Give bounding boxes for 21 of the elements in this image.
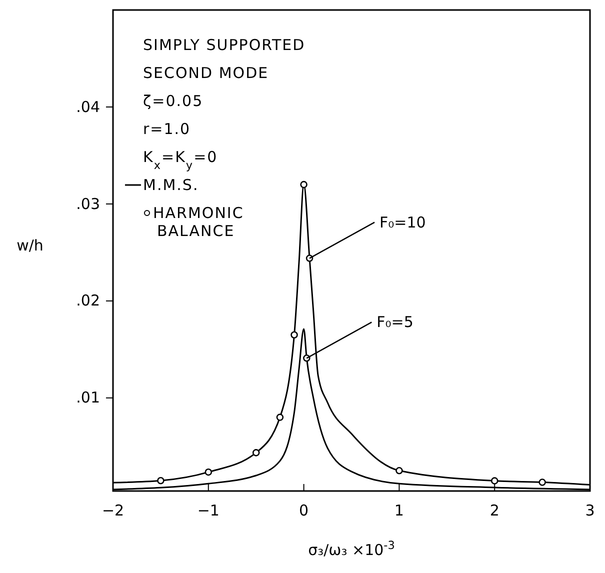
y-axis-title: w/h [16, 236, 44, 254]
annotation: SIMPLY SUPPORTED [143, 36, 306, 54]
x-tick-label: 1 [394, 502, 404, 520]
y-tick-label: .03 [76, 194, 100, 213]
x-tick-label: 3 [585, 502, 595, 520]
annotation: SECOND MODE [143, 64, 269, 82]
legend-label: M.M.S. [143, 176, 199, 194]
y-tick-label: .04 [76, 98, 100, 116]
x-tick-label: −2 [102, 502, 124, 520]
y-tick-label: .02 [76, 292, 100, 310]
annotation: F₀=5 [376, 313, 414, 332]
x-axis-title: σ₃/ω₃ ×10$^{-3}$ [308, 538, 395, 559]
legend-label: HARMONIC BALANCE [153, 204, 244, 240]
annotation: F₀=10 [380, 213, 426, 232]
annotation: K$_{x}$=K$_{y}$=0 [143, 148, 218, 172]
annotation: r=1.0 [143, 120, 191, 138]
y-tick-label: .01 [76, 388, 100, 407]
x-tick-label: −1 [197, 502, 220, 520]
x-tick-label: 0 [299, 502, 309, 520]
annotation: ζ=0.05 [143, 92, 204, 110]
x-tick-label: 2 [490, 502, 500, 520]
